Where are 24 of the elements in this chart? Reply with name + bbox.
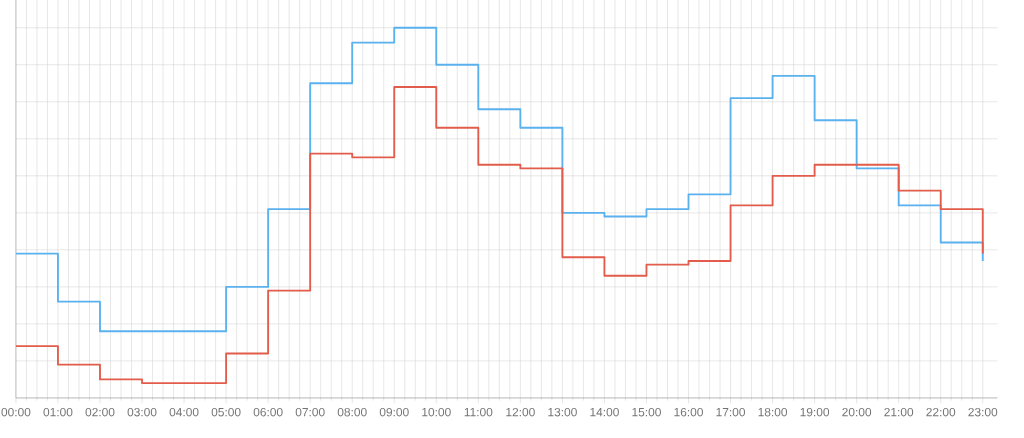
x-tick-label: 09:00 (379, 408, 409, 417)
x-tick-label: 08:00 (337, 408, 367, 417)
x-tick-label: 05:00 (211, 408, 241, 417)
x-tick-label: 01:00 (43, 408, 73, 417)
x-tick-label: 11:00 (464, 408, 493, 417)
x-tick-label: 17:00 (716, 408, 746, 417)
x-tick-label: 06:00 (253, 408, 283, 417)
x-tick-label: 03:00 (127, 408, 157, 417)
x-tick-label: 13:00 (548, 408, 577, 417)
x-tick-label: 18:00 (758, 408, 788, 417)
x-tick-label: 04:00 (169, 408, 199, 417)
x-tick-label: 00:00 (1, 408, 31, 417)
x-tick-label: 14:00 (590, 408, 619, 417)
x-tick-label: 19:00 (800, 408, 830, 417)
x-tick-label: 22:00 (926, 408, 956, 417)
x-tick-label: 07:00 (295, 408, 325, 417)
x-tick-label: 15:00 (632, 408, 661, 417)
x-tick-label: 12:00 (506, 408, 535, 417)
x-tick-label: 21:00 (884, 408, 914, 417)
x-tick-label: 23:00 (968, 408, 998, 417)
x-tick-label: 10:00 (422, 408, 451, 417)
x-tick-label: 02:00 (85, 408, 115, 417)
x-tick-label: 20:00 (842, 408, 872, 417)
x-tick-label: 16:00 (674, 408, 703, 417)
